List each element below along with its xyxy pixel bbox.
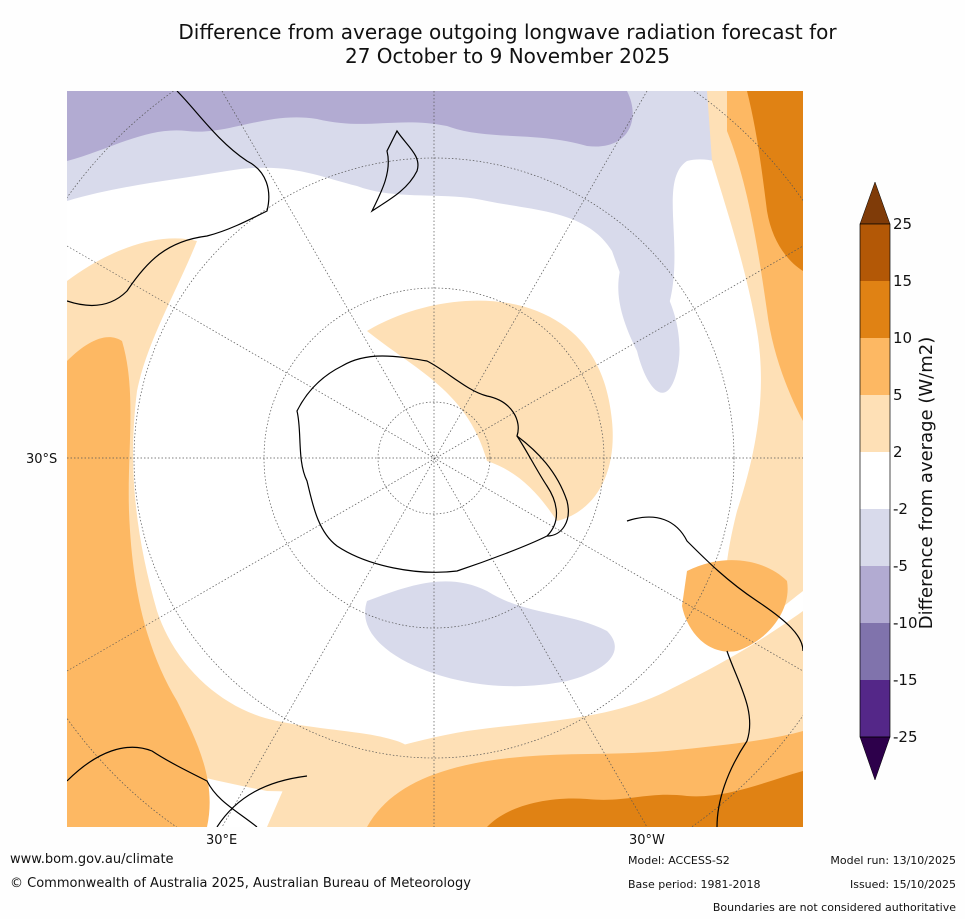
negative-anomaly-region-north <box>67 91 803 329</box>
graticule <box>67 91 803 827</box>
lon-label-30e: 30°E <box>206 833 238 848</box>
colorbar-tick-m15: -15 <box>893 671 918 689</box>
copyright-text: © Commonwealth of Australia 2025, Austra… <box>10 876 471 891</box>
positive-anomaly-region-antarctic <box>367 300 613 521</box>
colorbar-bin-neutral <box>860 452 890 509</box>
positive-anomaly-region-east-strong <box>747 91 803 271</box>
colorbar-tick-m2: -2 <box>893 500 908 518</box>
colorbar-bin-m15-m10 <box>860 623 890 680</box>
colorbar-tick-m5: -5 <box>893 557 908 575</box>
colorbar-bin-2-5 <box>860 395 890 452</box>
colorbar-tick-10: 10 <box>893 329 913 347</box>
antarctic-peninsula-coastline <box>516 435 569 537</box>
colorbar-bin-15-25 <box>860 224 890 281</box>
disclaimer-text: Boundaries are not considered authoritat… <box>712 901 956 914</box>
colorbar-tick-5: 5 <box>893 386 903 404</box>
title-line-1: Difference from average outgoing longwav… <box>178 20 837 44</box>
colorbar-bin-m10-m5 <box>860 566 890 623</box>
positive-anomaly-region-south-strong <box>487 771 803 827</box>
colorbar-tick-15: 15 <box>893 272 913 290</box>
negative-anomaly-region-northeast <box>618 251 680 393</box>
south-america-coastline <box>626 516 803 827</box>
colorbar-bin-m25-m15 <box>860 680 890 737</box>
colorbar-tick-m25: -25 <box>893 728 918 746</box>
colorbar-tick-2: 2 <box>893 443 903 461</box>
colorbar-tick-25: 25 <box>893 215 913 233</box>
colorbar-extend-top <box>859 181 891 225</box>
colorbar-tick-m10: -10 <box>893 614 918 632</box>
new-zealand-coastline <box>370 129 419 213</box>
title-line-2: 27 October to 9 November 2025 <box>344 44 671 68</box>
model-text: Model: ACCESS-S2 <box>628 854 730 867</box>
base-period-text: Base period: 1981-2018 <box>628 878 761 891</box>
lon-label-30w: 30°W <box>629 833 665 848</box>
lat-label-30s: 30°S <box>26 452 58 467</box>
chart-title: Difference from average outgoing longwav… <box>100 20 915 68</box>
coastlines <box>67 91 803 827</box>
positive-anomaly-region-west <box>67 337 210 827</box>
negative-anomaly-region-south <box>365 581 615 687</box>
colorbar-extend-bottom <box>859 736 891 781</box>
colorbar-bin-m5-m2 <box>860 509 890 566</box>
negative-anomaly-region-north-strong <box>67 91 633 161</box>
colorbar-bin-10-15 <box>860 281 890 338</box>
model-run-text: Model run: 13/10/2025 <box>830 854 956 867</box>
website-link[interactable]: www.bom.gov.au/climate <box>10 852 174 867</box>
africa-coastline <box>67 746 308 827</box>
anomaly-map <box>67 91 803 827</box>
issued-text: Issued: 15/10/2025 <box>849 878 956 891</box>
antarctica-coastline <box>296 355 557 573</box>
positive-anomaly-region-west-light <box>67 238 421 796</box>
colorbar-bin-5-10 <box>860 338 890 395</box>
positive-anomaly-region-brazil <box>682 560 788 652</box>
colorbar: 25 15 10 5 2 -2 -5 -10 -15 -25 <box>855 180 965 790</box>
colorbar-label: Difference from average (W/m2) <box>916 336 937 630</box>
australia-coastline <box>67 91 270 307</box>
